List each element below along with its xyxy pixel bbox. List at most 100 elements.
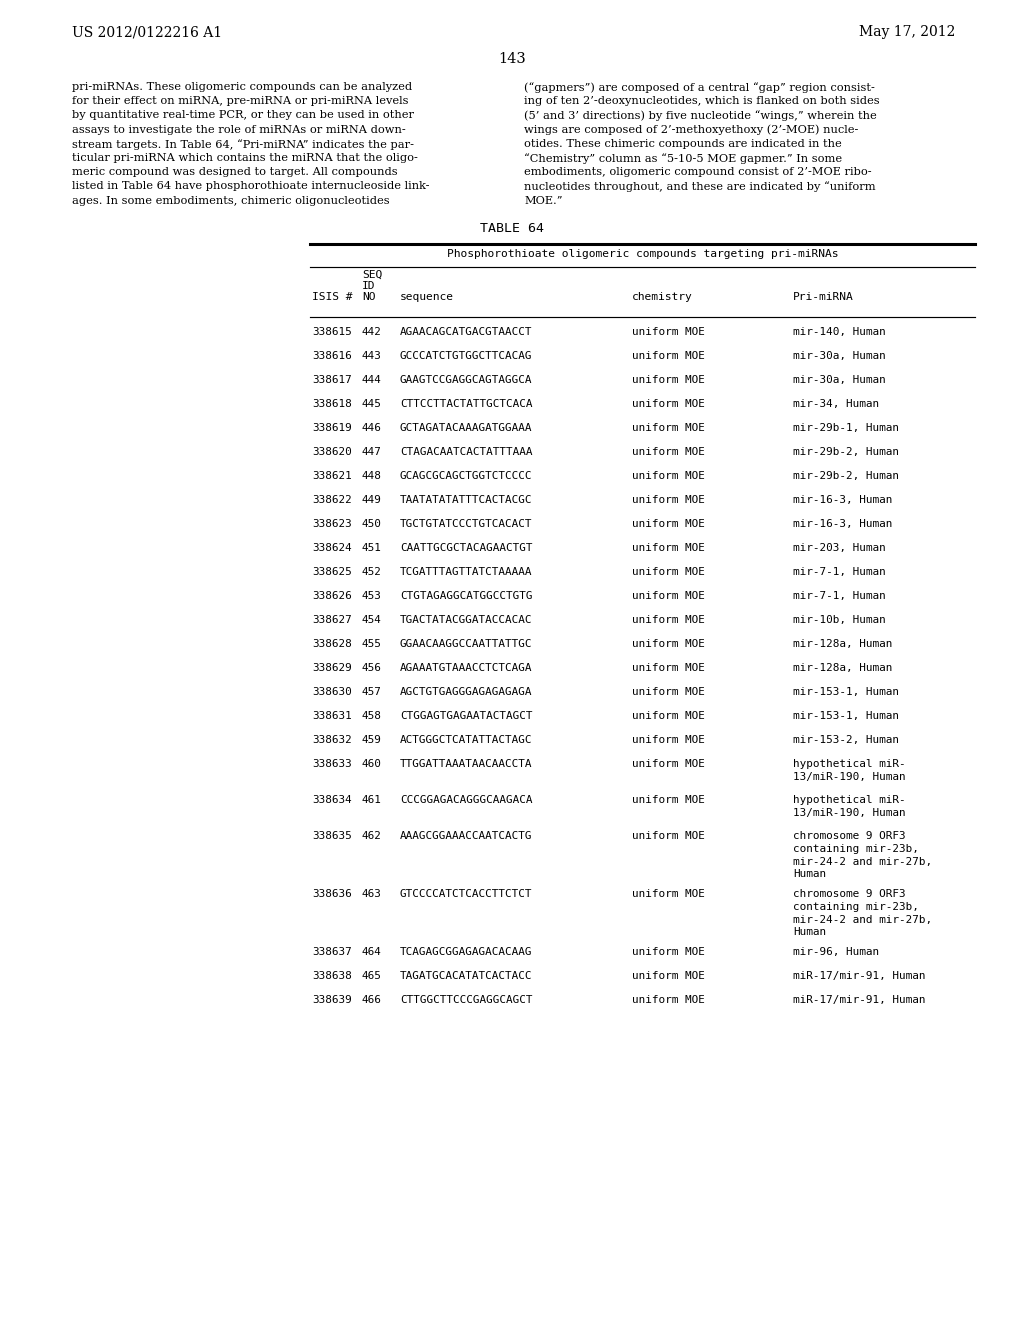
Text: mir-29b-2, Human: mir-29b-2, Human xyxy=(793,471,899,480)
Text: GTCCCCATCTCACCTTCTCT: GTCCCCATCTCACCTTCTCT xyxy=(400,888,532,899)
Text: uniform MOE: uniform MOE xyxy=(632,946,705,957)
Text: GGAACAAGGCCAATTATTGC: GGAACAAGGCCAATTATTGC xyxy=(400,639,532,649)
Text: uniform MOE: uniform MOE xyxy=(632,615,705,624)
Text: 338639: 338639 xyxy=(312,995,352,1005)
Text: TABLE 64: TABLE 64 xyxy=(480,222,544,235)
Text: 452: 452 xyxy=(362,568,382,577)
Text: May 17, 2012: May 17, 2012 xyxy=(859,25,955,40)
Text: 338625: 338625 xyxy=(312,568,352,577)
Text: 338631: 338631 xyxy=(312,711,352,721)
Text: miR-17/mir-91, Human: miR-17/mir-91, Human xyxy=(793,995,926,1005)
Text: 338638: 338638 xyxy=(312,972,352,981)
Text: ages. In some embodiments, chimeric oligonucleotides: ages. In some embodiments, chimeric olig… xyxy=(72,195,389,206)
Text: AGAACAGCATGACGTAACCT: AGAACAGCATGACGTAACCT xyxy=(400,327,532,337)
Text: 448: 448 xyxy=(362,471,382,480)
Text: 338616: 338616 xyxy=(312,351,352,360)
Text: hypothetical miR-
13/miR-190, Human: hypothetical miR- 13/miR-190, Human xyxy=(793,795,905,818)
Text: uniform MOE: uniform MOE xyxy=(632,495,705,506)
Text: uniform MOE: uniform MOE xyxy=(632,686,705,697)
Text: 338626: 338626 xyxy=(312,591,352,601)
Text: GCAGCGCAGCTGGTCTCCCC: GCAGCGCAGCTGGTCTCCCC xyxy=(400,471,532,480)
Text: 462: 462 xyxy=(362,832,382,841)
Text: uniform MOE: uniform MOE xyxy=(632,711,705,721)
Text: 338618: 338618 xyxy=(312,399,352,409)
Text: mir-140, Human: mir-140, Human xyxy=(793,327,886,337)
Text: GAAGTCCGAGGCAGTAGGCA: GAAGTCCGAGGCAGTAGGCA xyxy=(400,375,532,385)
Text: uniform MOE: uniform MOE xyxy=(632,663,705,673)
Text: (“gapmers”) are composed of a central “gap” region consist-: (“gapmers”) are composed of a central “g… xyxy=(524,82,874,92)
Text: “Chemistry” column as “5-10-5 MOE gapmer.” In some: “Chemistry” column as “5-10-5 MOE gapmer… xyxy=(524,153,842,164)
Text: otides. These chimeric compounds are indicated in the: otides. These chimeric compounds are ind… xyxy=(524,139,842,149)
Text: AGCTGTGAGGGAGAGAGAGA: AGCTGTGAGGGAGAGAGAGA xyxy=(400,686,532,697)
Text: uniform MOE: uniform MOE xyxy=(632,995,705,1005)
Text: 453: 453 xyxy=(362,591,382,601)
Text: uniform MOE: uniform MOE xyxy=(632,832,705,841)
Text: mir-128a, Human: mir-128a, Human xyxy=(793,639,892,649)
Text: 447: 447 xyxy=(362,447,382,457)
Text: mir-153-1, Human: mir-153-1, Human xyxy=(793,711,899,721)
Text: mir-128a, Human: mir-128a, Human xyxy=(793,663,892,673)
Text: CTTGGCTTCCCGAGGCAGCT: CTTGGCTTCCCGAGGCAGCT xyxy=(400,995,532,1005)
Text: 443: 443 xyxy=(362,351,382,360)
Text: 463: 463 xyxy=(362,888,382,899)
Text: chromosome 9 ORF3
containing mir-23b,
mir-24-2 and mir-27b,
Human: chromosome 9 ORF3 containing mir-23b, mi… xyxy=(793,888,932,937)
Text: 338630: 338630 xyxy=(312,686,352,697)
Text: ticular pri-miRNA which contains the miRNA that the oligo-: ticular pri-miRNA which contains the miR… xyxy=(72,153,418,162)
Text: 338624: 338624 xyxy=(312,543,352,553)
Text: uniform MOE: uniform MOE xyxy=(632,399,705,409)
Text: 338617: 338617 xyxy=(312,375,352,385)
Text: 461: 461 xyxy=(362,795,382,805)
Text: TCGATTTAGTTATCTAAAAA: TCGATTTAGTTATCTAAAAA xyxy=(400,568,532,577)
Text: mir-34, Human: mir-34, Human xyxy=(793,399,880,409)
Text: uniform MOE: uniform MOE xyxy=(632,447,705,457)
Text: AGAAATGTAAACCTCTCAGA: AGAAATGTAAACCTCTCAGA xyxy=(400,663,532,673)
Text: assays to investigate the role of miRNAs or miRNA down-: assays to investigate the role of miRNAs… xyxy=(72,124,406,135)
Text: mir-30a, Human: mir-30a, Human xyxy=(793,351,886,360)
Text: mir-153-2, Human: mir-153-2, Human xyxy=(793,735,899,744)
Text: 338620: 338620 xyxy=(312,447,352,457)
Text: mir-153-1, Human: mir-153-1, Human xyxy=(793,686,899,697)
Text: hypothetical miR-
13/miR-190, Human: hypothetical miR- 13/miR-190, Human xyxy=(793,759,905,781)
Text: 338627: 338627 xyxy=(312,615,352,624)
Text: uniform MOE: uniform MOE xyxy=(632,327,705,337)
Text: TAATATATATTTCACTACGC: TAATATATATTTCACTACGC xyxy=(400,495,532,506)
Text: for their effect on miRNA, pre-miRNA or pri-miRNA levels: for their effect on miRNA, pre-miRNA or … xyxy=(72,96,409,106)
Text: uniform MOE: uniform MOE xyxy=(632,519,705,529)
Text: 143: 143 xyxy=(498,51,526,66)
Text: mir-16-3, Human: mir-16-3, Human xyxy=(793,495,892,506)
Text: uniform MOE: uniform MOE xyxy=(632,639,705,649)
Text: uniform MOE: uniform MOE xyxy=(632,591,705,601)
Text: 459: 459 xyxy=(362,735,382,744)
Text: mir-7-1, Human: mir-7-1, Human xyxy=(793,591,886,601)
Text: 338621: 338621 xyxy=(312,471,352,480)
Text: uniform MOE: uniform MOE xyxy=(632,422,705,433)
Text: sequence: sequence xyxy=(400,292,454,302)
Text: chemistry: chemistry xyxy=(632,292,693,302)
Text: NO: NO xyxy=(362,292,376,302)
Text: 445: 445 xyxy=(362,399,382,409)
Text: uniform MOE: uniform MOE xyxy=(632,471,705,480)
Text: 338629: 338629 xyxy=(312,663,352,673)
Text: 444: 444 xyxy=(362,375,382,385)
Text: 456: 456 xyxy=(362,663,382,673)
Text: miR-17/mir-91, Human: miR-17/mir-91, Human xyxy=(793,972,926,981)
Text: uniform MOE: uniform MOE xyxy=(632,888,705,899)
Text: 338619: 338619 xyxy=(312,422,352,433)
Text: CTGTAGAGGCATGGCCTGTG: CTGTAGAGGCATGGCCTGTG xyxy=(400,591,532,601)
Text: TTGGATTAAATAACAACCTA: TTGGATTAAATAACAACCTA xyxy=(400,759,532,770)
Text: 446: 446 xyxy=(362,422,382,433)
Text: mir-29b-1, Human: mir-29b-1, Human xyxy=(793,422,899,433)
Text: uniform MOE: uniform MOE xyxy=(632,735,705,744)
Text: uniform MOE: uniform MOE xyxy=(632,375,705,385)
Text: pri-miRNAs. These oligomeric compounds can be analyzed: pri-miRNAs. These oligomeric compounds c… xyxy=(72,82,412,92)
Text: CAATTGCGCTACAGAACTGT: CAATTGCGCTACAGAACTGT xyxy=(400,543,532,553)
Text: Phosphorothioate oligomeric compounds targeting pri-miRNAs: Phosphorothioate oligomeric compounds ta… xyxy=(446,249,839,259)
Text: mir-10b, Human: mir-10b, Human xyxy=(793,615,886,624)
Text: by quantitative real-time PCR, or they can be used in other: by quantitative real-time PCR, or they c… xyxy=(72,111,414,120)
Text: GCCCATCTGTGGCTTCACAG: GCCCATCTGTGGCTTCACAG xyxy=(400,351,532,360)
Text: nucleotides throughout, and these are indicated by “uniform: nucleotides throughout, and these are in… xyxy=(524,181,876,193)
Text: uniform MOE: uniform MOE xyxy=(632,759,705,770)
Text: uniform MOE: uniform MOE xyxy=(632,795,705,805)
Text: 449: 449 xyxy=(362,495,382,506)
Text: AAAGCGGAAACCAATCACTG: AAAGCGGAAACCAATCACTG xyxy=(400,832,532,841)
